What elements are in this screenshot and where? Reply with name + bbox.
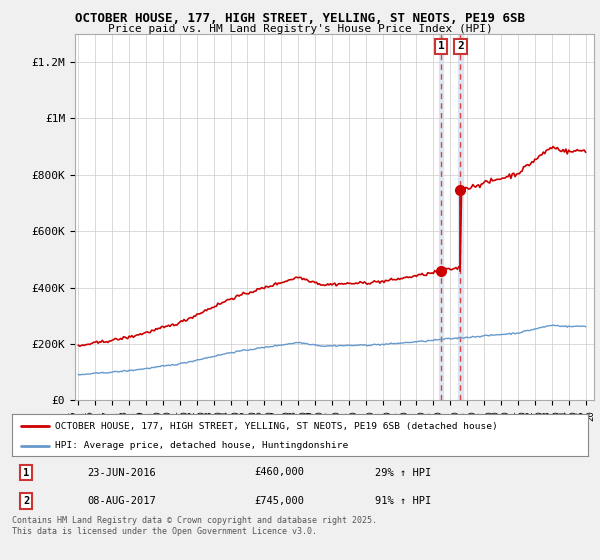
Text: Price paid vs. HM Land Registry's House Price Index (HPI): Price paid vs. HM Land Registry's House … [107,24,493,34]
Text: 29% ↑ HPI: 29% ↑ HPI [375,468,431,478]
Text: £460,000: £460,000 [254,468,304,478]
Text: 1: 1 [23,468,29,478]
Text: OCTOBER HOUSE, 177, HIGH STREET, YELLING, ST NEOTS, PE19 6SB (detached house): OCTOBER HOUSE, 177, HIGH STREET, YELLING… [55,422,498,431]
Text: 08-AUG-2017: 08-AUG-2017 [87,496,155,506]
Text: 2: 2 [23,496,29,506]
Text: HPI: Average price, detached house, Huntingdonshire: HPI: Average price, detached house, Hunt… [55,441,349,450]
Text: OCTOBER HOUSE, 177, HIGH STREET, YELLING, ST NEOTS, PE19 6SB: OCTOBER HOUSE, 177, HIGH STREET, YELLING… [75,12,525,25]
Bar [439,34,443,400]
Text: 1: 1 [438,41,445,52]
Text: 91% ↑ HPI: 91% ↑ HPI [375,496,431,506]
Text: 23-JUN-2016: 23-JUN-2016 [87,468,155,478]
Bar [458,34,463,400]
Text: 2: 2 [457,41,464,52]
Text: £745,000: £745,000 [254,496,304,506]
Text: Contains HM Land Registry data © Crown copyright and database right 2025.
This d: Contains HM Land Registry data © Crown c… [12,516,377,536]
